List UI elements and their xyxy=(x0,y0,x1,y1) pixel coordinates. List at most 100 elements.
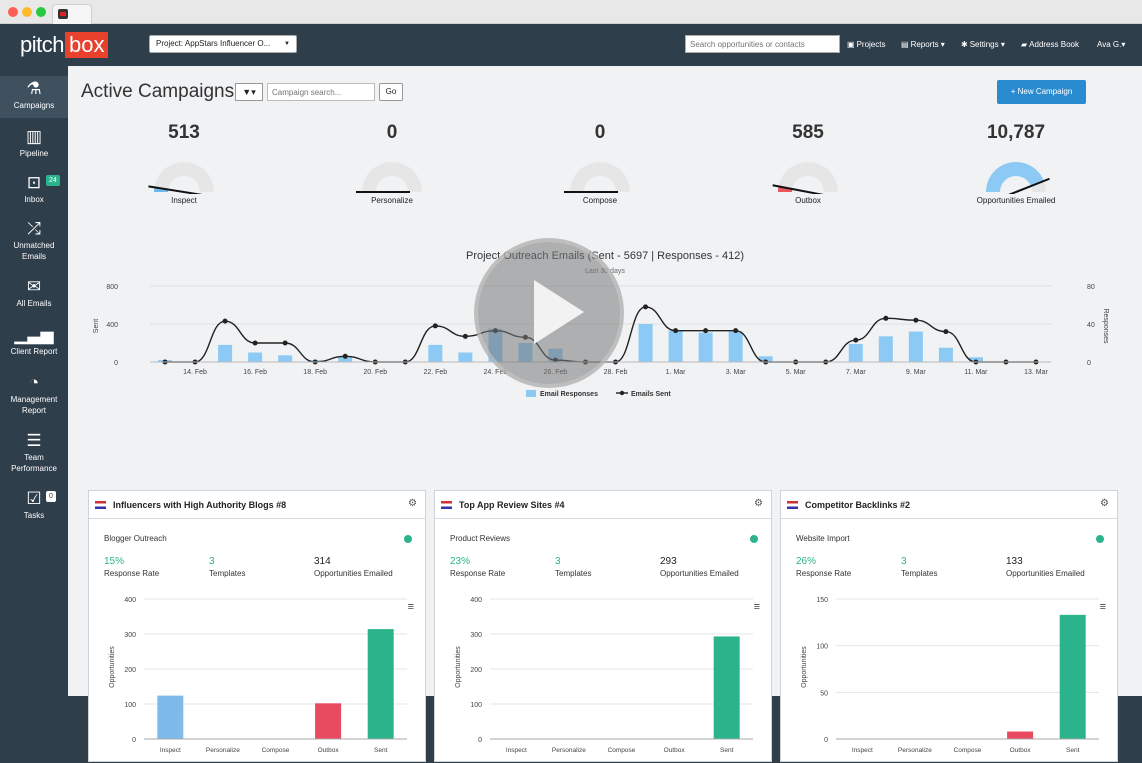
emails-sent-point xyxy=(222,318,228,324)
x-tick-label: Inspect xyxy=(506,747,527,754)
y-axis-label-right: Responses xyxy=(1102,308,1109,344)
nav-reports[interactable]: ▤ Reports ▾ xyxy=(901,40,945,49)
sidebar-item-label: Client Report xyxy=(10,347,58,356)
x-tick-label: Sent xyxy=(720,747,734,754)
response-bar xyxy=(458,352,473,362)
y-tick-label: 300 xyxy=(470,632,482,639)
response-rate-label: Response Rate xyxy=(796,569,852,578)
video-play-button[interactable] xyxy=(474,238,624,388)
y-tick-label: 50 xyxy=(820,690,828,697)
gauge-value: 585 xyxy=(792,122,824,143)
campaign-card[interactable]: Influencers with High Authority Blogs #8… xyxy=(88,490,426,762)
nav-address-book-label: Address Book xyxy=(1029,40,1079,49)
chart-menu-icon[interactable]: ≡ xyxy=(407,601,414,613)
card-title[interactable]: Top App Review Sites #4 xyxy=(459,500,565,510)
filter-icon: ▼ xyxy=(242,87,252,97)
sidebar-item-management-report[interactable]: ◔ Management Report xyxy=(0,372,68,416)
y-tick-right: 40 xyxy=(1087,322,1095,329)
opportunities-search-input[interactable] xyxy=(685,35,840,53)
nav-settings[interactable]: ✱ Settings ▾ xyxy=(961,40,1005,49)
caret-down-icon: ▾ xyxy=(1121,40,1126,49)
sidebar-item-client-report[interactable]: ▁▃▅ Client Report xyxy=(0,324,68,357)
flag-icon xyxy=(95,501,106,509)
sidebar-item-tasks[interactable]: ☑ 0 Tasks xyxy=(0,488,68,521)
main-content: Active Campaigns ▼▾ Go + New Campaign 51… xyxy=(68,66,1142,762)
gear-icon[interactable]: ⚙ xyxy=(754,498,763,509)
y-tick-label: 100 xyxy=(124,702,136,709)
briefcase-icon: ▣ xyxy=(847,40,855,49)
minimize-window-icon[interactable] xyxy=(22,7,32,17)
x-tick-label: Inspect xyxy=(852,747,873,754)
bar-sent xyxy=(367,629,394,739)
card-title[interactable]: Competitor Backlinks #2 xyxy=(805,500,911,510)
gauge-label: Compose xyxy=(582,196,618,205)
y-tick-label: 200 xyxy=(470,667,482,674)
emailed-value: 314 xyxy=(314,556,331,567)
y-tick-right: 80 xyxy=(1087,284,1095,291)
sidebar-item-unmatched-emails[interactable]: ⤮ Unmatched Emails xyxy=(0,218,68,262)
sidebar-item-inbox[interactable]: ⊡ 24 Inbox xyxy=(0,172,68,205)
response-bar xyxy=(278,355,293,362)
templates-stat: 3 Templates xyxy=(209,556,245,578)
emails-sent-point xyxy=(643,304,649,310)
pitchbox-logo[interactable]: pitch box xyxy=(20,32,109,58)
card-header: Top App Review Sites #4 ⚙ xyxy=(435,491,771,519)
book-icon: ▰ xyxy=(1021,40,1028,49)
nav-address-book[interactable]: ▰ Address Book xyxy=(1021,40,1079,49)
sidebar: ⚗ Campaigns ▥ Pipeline ⊡ 24 Inbox ⤮ Unmat… xyxy=(0,66,68,696)
x-tick-label: Compose xyxy=(608,747,636,754)
gauge-track xyxy=(362,162,422,192)
gear-icon[interactable]: ⚙ xyxy=(408,498,417,509)
response-bar xyxy=(758,356,773,362)
y-axis-label: Opportunities xyxy=(801,646,808,688)
x-tick-label: 28. Feb xyxy=(604,369,628,376)
sidebar-item-label: Management Report xyxy=(10,395,58,415)
bar-sent xyxy=(1059,614,1086,739)
go-button[interactable]: Go xyxy=(379,83,403,101)
card-title[interactable]: Influencers with High Authority Blogs #8 xyxy=(113,500,287,510)
nav-settings-label: Settings xyxy=(969,40,999,49)
new-campaign-button[interactable]: + New Campaign xyxy=(997,80,1086,104)
browser-tab[interactable] xyxy=(52,4,92,24)
sidebar-item-campaigns[interactable]: ⚗ Campaigns xyxy=(0,76,68,118)
templates-value: 3 xyxy=(555,556,561,567)
filter-button[interactable]: ▼▾ xyxy=(235,83,263,101)
emailed-label: Opportunities Emailed xyxy=(660,569,739,578)
nav-user-menu[interactable]: Ava G.▾ xyxy=(1097,40,1125,49)
y-axis-label: Opportunities xyxy=(455,646,462,688)
sidebar-item-label: Inbox xyxy=(24,195,44,204)
response-rate-stat: 15% Response Rate xyxy=(104,556,159,578)
emails-sent-point xyxy=(252,340,258,346)
sidebar-item-all-emails[interactable]: ✉ All Emails xyxy=(0,276,68,309)
gauge-track xyxy=(154,162,214,192)
project-select[interactable]: Project: AppStars Influencer O... ▼ xyxy=(149,35,297,53)
sidebar-item-label: Pipeline xyxy=(19,149,49,158)
legend-marker-sent xyxy=(619,390,625,396)
nav-projects[interactable]: ▣ Projects xyxy=(847,40,885,49)
close-window-icon[interactable] xyxy=(8,7,18,17)
campaign-card[interactable]: Top App Review Sites #4 ⚙ Product Review… xyxy=(434,490,772,762)
response-bar xyxy=(338,357,353,362)
gauge-compose: 0 Compose xyxy=(530,122,670,205)
maximize-window-icon[interactable] xyxy=(36,7,46,17)
status-dot-icon xyxy=(1096,535,1104,543)
campaign-search-input[interactable] xyxy=(267,83,375,101)
sidebar-item-pipeline[interactable]: ▥ Pipeline xyxy=(0,126,68,159)
sidebar-item-team-performance[interactable]: ☰ Team Performance xyxy=(0,430,68,474)
flag-icon xyxy=(787,501,798,509)
card-header: Influencers with High Authority Blogs #8… xyxy=(89,491,425,519)
x-tick-label: 16. Feb xyxy=(243,369,267,376)
card-subtitle: Product Reviews xyxy=(450,534,511,543)
response-rate-value: 15% xyxy=(104,556,125,567)
y-tick-left: 400 xyxy=(106,322,118,329)
gear-icon[interactable]: ⚙ xyxy=(1100,498,1109,509)
legend-label-responses[interactable]: Email Responses xyxy=(540,391,598,398)
campaign-card[interactable]: Competitor Backlinks #2 ⚙ Website Import… xyxy=(780,490,1118,762)
chart-menu-icon[interactable]: ≡ xyxy=(753,601,760,613)
chart-menu-icon[interactable]: ≡ xyxy=(1099,601,1106,613)
emailed-label: Opportunities Emailed xyxy=(314,569,393,578)
templates-label: Templates xyxy=(209,569,246,578)
sidebar-item-label: Tasks xyxy=(23,511,45,520)
legend-label-sent[interactable]: Emails Sent xyxy=(631,391,671,398)
x-tick-label: Personalize xyxy=(206,747,240,754)
